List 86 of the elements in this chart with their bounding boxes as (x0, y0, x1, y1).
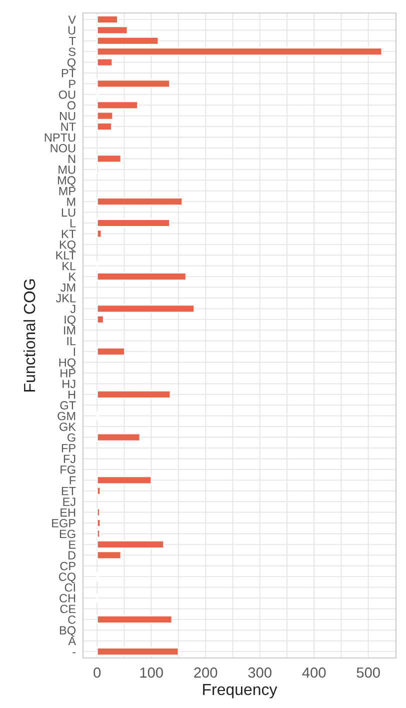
bar (96, 647, 180, 656)
bar (96, 304, 195, 314)
y-tick-label: FP (62, 444, 76, 452)
bar (96, 58, 113, 67)
bar (96, 432, 141, 442)
y-tick-label: S (68, 48, 76, 56)
y-tick-label: CE (60, 604, 76, 614)
y-tick-label: Q (67, 58, 76, 69)
x-tick-label: 300 (248, 667, 272, 678)
bar (96, 314, 104, 324)
y-tick-label: CQ (58, 572, 76, 584)
y-tick-label: KLT (56, 251, 76, 260)
bar (96, 347, 126, 356)
bar (96, 154, 122, 164)
bar (96, 390, 172, 399)
x-tick-label: 200 (194, 667, 218, 678)
y-tick-label: EG (60, 530, 76, 538)
y-tick-label: A (68, 637, 76, 646)
y-tick-label: HQ (59, 358, 76, 369)
y-tick-label: JM (60, 283, 76, 292)
y-tick-label: NPTU (44, 133, 76, 142)
bar (96, 508, 101, 517)
y-tick-label: I (74, 348, 75, 356)
y-tick-label: G (67, 433, 76, 442)
y-tick-label: V (68, 16, 76, 24)
y-tick-label: MP (59, 187, 76, 196)
x-tick-label: 0 (94, 667, 101, 678)
y-tick-label: EJ (63, 498, 76, 506)
bar (96, 218, 170, 228)
y-tick-label: C (68, 615, 76, 624)
y-tick-label: CI (64, 583, 75, 592)
bar (96, 79, 170, 88)
y-tick-label: D (68, 551, 76, 560)
y-tick-label: GM (58, 412, 76, 420)
y-tick-label: BQ (60, 626, 76, 637)
y-tick-label: NOU (50, 144, 76, 152)
x-tick-label: 400 (302, 667, 326, 678)
bar (96, 486, 102, 496)
y-tick-label: P (69, 80, 76, 88)
y-tick-label: ET (62, 487, 76, 496)
y-tick-label: IM (64, 326, 76, 334)
y-tick-label: E (69, 540, 76, 549)
y-tick-label: FG (60, 465, 76, 474)
bar (96, 476, 152, 485)
y-tick-label: U (68, 26, 76, 35)
y-tick-label: NT (61, 122, 76, 131)
y-tick-label: CP (60, 562, 76, 570)
y-tick-label: O (67, 101, 76, 110)
bar (96, 614, 173, 624)
y-tick-label: EH (60, 508, 76, 517)
bar (96, 529, 101, 538)
bar (96, 518, 102, 528)
y-tick-label: L (70, 219, 76, 228)
y-tick-label: MQ (58, 176, 76, 187)
y-tick-label: CH (60, 594, 76, 602)
x-tick-label: 500 (356, 667, 380, 678)
y-tick-label: IL (67, 337, 76, 346)
y-tick-label: IQ (64, 315, 76, 326)
y-tick-label: GT (60, 401, 76, 410)
y-tick-label: T (69, 37, 76, 46)
y-tick-label: PT (62, 69, 76, 78)
y-tick-label: MU (58, 166, 76, 174)
y-axis-title: Functional COG (23, 279, 36, 392)
y-tick-label: NU (60, 112, 76, 120)
y-tick-label: GK (60, 422, 76, 431)
y-tick-label: KT (62, 230, 76, 238)
y-tick-label: OU (58, 90, 76, 99)
x-tick-label: 100 (140, 667, 163, 678)
y-tick-label: H (68, 390, 76, 399)
y-tick-label: JKL (56, 294, 76, 302)
y-tick-label: HP (60, 369, 76, 378)
y-tick-label: - (72, 652, 76, 654)
bar (96, 229, 102, 238)
y-tick-label: FJ (64, 454, 76, 464)
y-tick-label: HJ (62, 380, 76, 388)
y-tick-label: LU (62, 208, 76, 217)
y-tick-label: EGP (52, 519, 76, 528)
y-tick-label: KL (62, 262, 76, 270)
x-axis-title: Frequency (203, 684, 278, 698)
y-tick-label: J (70, 304, 76, 314)
y-tick-label: F (70, 476, 76, 484)
y-tick-label: K (69, 272, 76, 281)
y-tick-label: N (68, 154, 76, 163)
bar (96, 197, 183, 206)
y-tick-label: KQ (60, 240, 76, 251)
y-tick-label: M (67, 198, 76, 206)
